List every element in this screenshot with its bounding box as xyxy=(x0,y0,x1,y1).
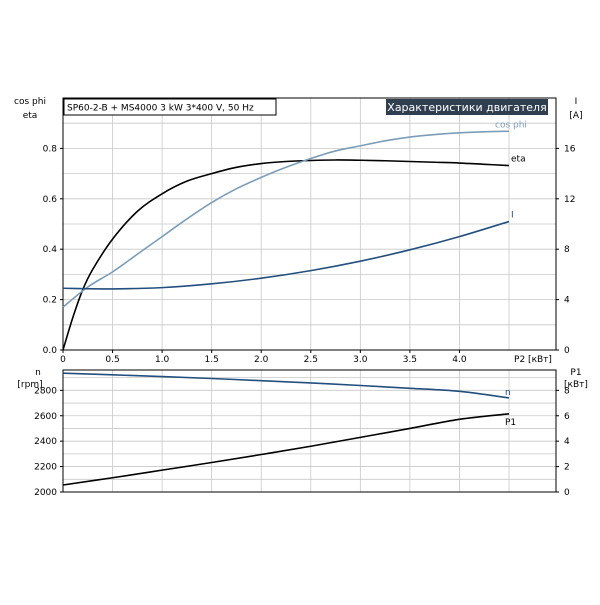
lower-frame xyxy=(62,369,557,493)
upper-left-tick-label: 0.2 xyxy=(43,296,57,306)
chart-title: SP60-2-B + MS4000 3 kW 3*400 V, 50 Hz xyxy=(67,104,254,114)
series-line-I xyxy=(62,220,510,290)
upper-left-axis-title: cos phi xyxy=(14,97,46,107)
series-label-P1: P1 xyxy=(505,418,516,428)
x-tick-label: 4.0 xyxy=(452,355,467,365)
chart-header: Характеристики двигателя xyxy=(387,101,546,114)
series-label-cos-phi: cos phi xyxy=(495,120,527,130)
upper-left-tick-label: 0.0 xyxy=(43,346,58,356)
upper-frame xyxy=(62,97,557,351)
x-tick-label: 0 xyxy=(60,355,66,365)
x-tick-label: 2.5 xyxy=(304,355,318,365)
lower-right-tick-label: 2 xyxy=(564,463,570,473)
upper-right-tick-label: 12 xyxy=(564,195,575,205)
lower-right-tick-label: 4 xyxy=(564,437,570,447)
lower-right-tick-label: 8 xyxy=(564,386,570,396)
x-tick-label: 1.5 xyxy=(205,355,219,365)
upper-left-tick-label: 0.6 xyxy=(43,195,58,205)
series-line-eta xyxy=(62,159,510,351)
series-line-cos-phi xyxy=(62,130,510,308)
lower-right-tick-label: 0 xyxy=(564,488,570,498)
upper-right-tick-label: 0 xyxy=(564,346,570,356)
upper-left-tick-label: 0.4 xyxy=(43,245,58,255)
upper-right-tick-label: 8 xyxy=(564,245,570,255)
series-line-n xyxy=(62,372,510,399)
lower-left-tick-label: 2400 xyxy=(34,437,57,447)
upper-left-tick-label: 0.8 xyxy=(43,144,58,154)
lower-left-axis-unit: [rpm] xyxy=(17,380,42,390)
series-label-I: I xyxy=(511,210,514,220)
upper-right-tick-label: 16 xyxy=(564,144,576,154)
series-label-eta: eta xyxy=(511,155,526,165)
upper-right-axis-unit: [A] xyxy=(569,111,582,121)
lower-left-tick-label: 2000 xyxy=(34,488,57,498)
x-tick-label: 1.0 xyxy=(155,355,170,365)
upper-left-axis-unit: eta xyxy=(23,111,38,121)
lower-left-tick-label: 2600 xyxy=(34,412,57,422)
x-axis-title: P2 [кВт] xyxy=(514,355,552,365)
series-line-P1 xyxy=(62,413,510,486)
series-label-n: n xyxy=(505,388,511,398)
lower-left-axis-title: n xyxy=(35,368,41,378)
title-box xyxy=(63,98,277,116)
x-tick-label: 3.0 xyxy=(353,355,368,365)
upper-right-tick-label: 4 xyxy=(564,296,570,306)
upper-chart: 0.0 0.2 0.4 0.6 0.8 0 4 8 12 16 cos phi eta I [A] 0 0.5… xyxy=(14,97,583,365)
upper-right-axis-title: I xyxy=(575,97,578,107)
lower-right-tick-label: 6 xyxy=(564,412,570,422)
lower-right-axis-unit: [кВт] xyxy=(564,380,588,390)
lower-left-tick-label: 2800 xyxy=(34,386,57,396)
x-tick-label: 0.5 xyxy=(105,355,119,365)
lower-left-tick-label: 2200 xyxy=(34,463,57,473)
lower-chart: 2000 2200 2400 2600 2800 0 2 4 6 8 n [rpm] P1 [кВт] n P… xyxy=(17,368,588,498)
lower-right-axis-title: P1 xyxy=(570,368,581,378)
x-tick-label: 2.0 xyxy=(254,355,269,365)
x-tick-label: 3.5 xyxy=(403,355,417,365)
header-box xyxy=(386,99,548,115)
